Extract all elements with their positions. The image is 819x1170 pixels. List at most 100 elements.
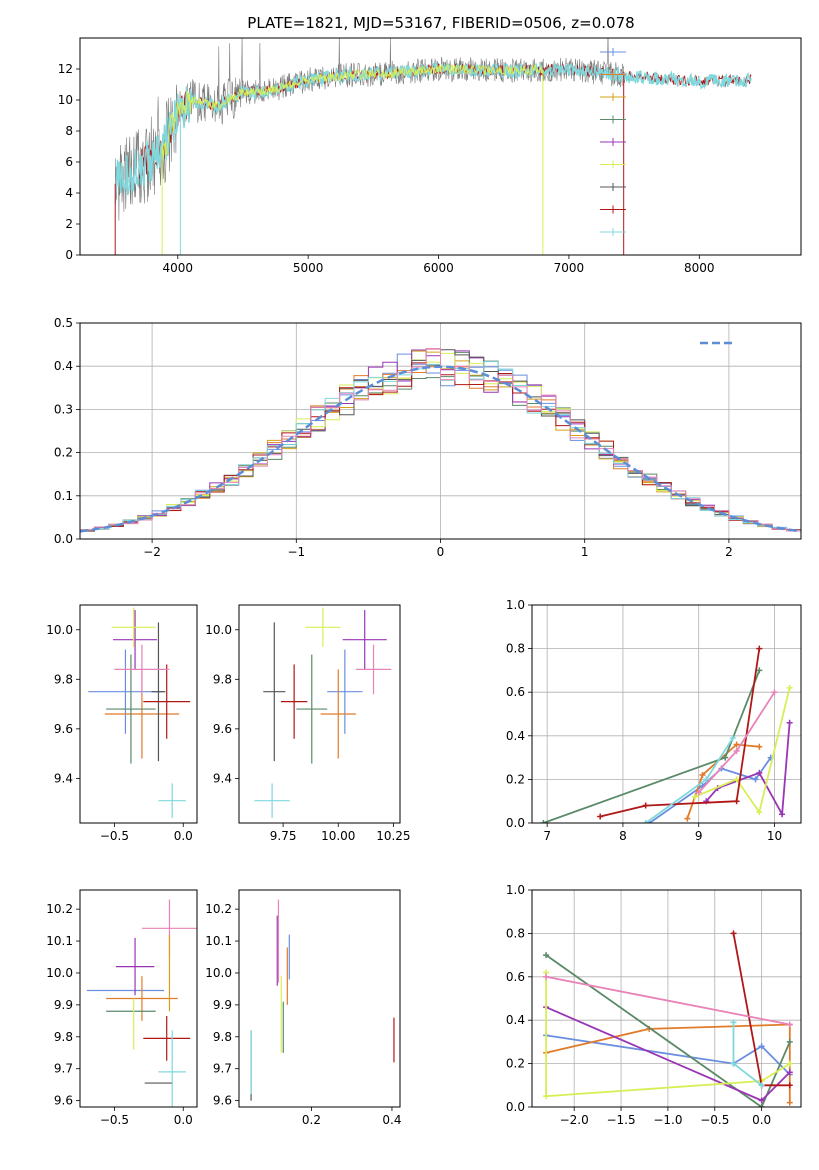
figure-title: PLATE=1821, MJD=53167, FIBERID=0506, z=0… [247, 14, 634, 32]
x-tick-label: 0.0 [174, 1113, 193, 1127]
y-tick-label: 12 [58, 62, 73, 76]
x-tick-label: −0.5 [100, 1113, 129, 1127]
x-tick-label: 8 [619, 829, 627, 843]
x-tick-label: 0 [437, 545, 445, 559]
age-vs-metallicity-panel: −0.5 0.0 9.4 9.6 9.8 10.0 [46, 604, 198, 843]
mass-weight-point [756, 667, 763, 674]
axes-frame [238, 604, 401, 824]
x-tick-label: −1.0 [653, 1113, 682, 1127]
x-tick-label: 2 [725, 545, 733, 559]
mass-weight-point [695, 789, 702, 796]
residual-histogram-step [80, 348, 801, 539]
mass-weight-point [733, 741, 740, 748]
y-tick-label: 0.8 [506, 642, 525, 656]
plot-area [80, 348, 801, 539]
y-tick-label: 9.7 [54, 1062, 73, 1076]
y-tick-label: 10.2 [205, 902, 232, 916]
y-tick-label: 0.4 [54, 359, 73, 373]
mass-weight-point [756, 645, 763, 652]
mass-weight-point [691, 793, 698, 800]
y-tick-label: 10.0 [205, 966, 232, 980]
mass-weight-point [543, 973, 550, 980]
x-tick-label: −0.5 [100, 829, 129, 843]
mass-weight-series-line [545, 1034, 791, 1076]
y-tick-label: 0 [65, 248, 73, 262]
y-tick-label: 9.7 [213, 1062, 232, 1076]
y-tick-label: 0.0 [54, 532, 73, 546]
axes-frame [79, 889, 198, 1108]
y-tick-label: 10.1 [46, 934, 73, 948]
mass-weight-point [684, 815, 691, 822]
mass-weight-point [733, 776, 740, 783]
model-spectrum-line [161, 63, 543, 158]
y-tick-label: 10.0 [205, 623, 232, 637]
y-tick-label: 10.0 [46, 623, 73, 637]
y-tick-label: 10.2 [46, 902, 73, 916]
axes-frame [531, 889, 802, 1108]
y-tick-label: 9.8 [213, 672, 232, 686]
x-tick-label: 10.00 [321, 829, 355, 843]
mass-weight-point [733, 798, 740, 805]
plot-area [540, 645, 793, 823]
plot-area [86, 899, 197, 1107]
mass-weight-point [786, 1060, 793, 1067]
y-tick-label: 0.0 [506, 1100, 525, 1114]
y-tick-label: 1.0 [506, 598, 525, 612]
y-tick-label: 10.1 [205, 934, 232, 948]
y-tick-label: 9.6 [213, 1094, 232, 1108]
y-tick-label: 0.1 [54, 489, 73, 503]
y-tick-label: 9.6 [54, 1094, 73, 1108]
mass-vs-ebv-panel: 0.2 0.4 9.6 9.7 9.8 9.9 10.0 10.1 10.2 [205, 889, 401, 1127]
mass-weight-point [771, 689, 778, 696]
y-tick-label: 0.4 [506, 729, 525, 743]
y-tick-label: 9.8 [54, 1030, 73, 1044]
x-tick-label: 7000 [554, 261, 585, 275]
mass-weight-point [758, 1097, 765, 1104]
y-tick-label: 10.0 [46, 966, 73, 980]
mass-weight-point [756, 743, 763, 750]
mass-weight-point [752, 776, 759, 783]
mass-weight-point [703, 776, 710, 783]
axes-frame [79, 322, 802, 540]
residuals-panel: −2 −1 0 1 2 0.0 0.1 0.2 0.3 0.4 0.5 [54, 316, 802, 559]
y-tick-label: 10 [58, 93, 73, 107]
mass-weight-point [786, 1099, 793, 1106]
axes-frame [79, 604, 198, 824]
mass-weight-point [597, 813, 604, 820]
y-tick-label: 9.4 [213, 771, 232, 785]
x-tick-label: −0.5 [700, 1113, 729, 1127]
mass-weight-series-line [599, 648, 761, 818]
axes-frame [79, 37, 802, 256]
x-tick-label: 5000 [293, 261, 324, 275]
y-tick-label: 6 [65, 155, 73, 169]
y-tick-label: 2 [65, 217, 73, 231]
mass-weight-point [729, 734, 736, 741]
mass-weight-point [756, 769, 763, 776]
mass-weight-series-line [545, 975, 790, 1026]
y-tick-label: 0.2 [506, 772, 525, 786]
mass-weight-point [540, 820, 547, 823]
y-tick-label: 0.0 [506, 816, 525, 830]
x-tick-label: 0.2 [302, 1113, 321, 1127]
mass-weight-point [730, 1019, 737, 1026]
mass-weight-point [758, 1043, 765, 1050]
mass-weight-point [699, 772, 706, 779]
x-tick-label: 7 [543, 829, 551, 843]
mass-weight-point [786, 684, 793, 691]
mass-weight-point [786, 1021, 793, 1028]
mass-weight-series-line [694, 687, 791, 815]
mass-weight-point [786, 1082, 793, 1089]
x-tick-label: 1 [581, 545, 589, 559]
y-tick-label: 0.2 [54, 446, 73, 460]
mass-vs-metallicity-panel: −0.5 0.0 9.6 9.7 9.8 9.9 10.0 10.1 10.2 [46, 889, 198, 1127]
x-tick-label: 8000 [684, 261, 715, 275]
normal-distribution-curve [80, 365, 801, 533]
mass-weight-point [786, 1069, 793, 1076]
spectrum-panel: 4000 5000 6000 7000 8000 0 2 4 6 8 10 12 [58, 37, 802, 275]
y-tick-label: 0.8 [506, 926, 525, 940]
y-tick-label: 9.8 [213, 1030, 232, 1044]
axes-frame [531, 604, 802, 824]
x-tick-label: −2 [143, 545, 161, 559]
y-tick-label: 0.2 [506, 1057, 525, 1071]
y-tick-label: 9.6 [54, 722, 73, 736]
